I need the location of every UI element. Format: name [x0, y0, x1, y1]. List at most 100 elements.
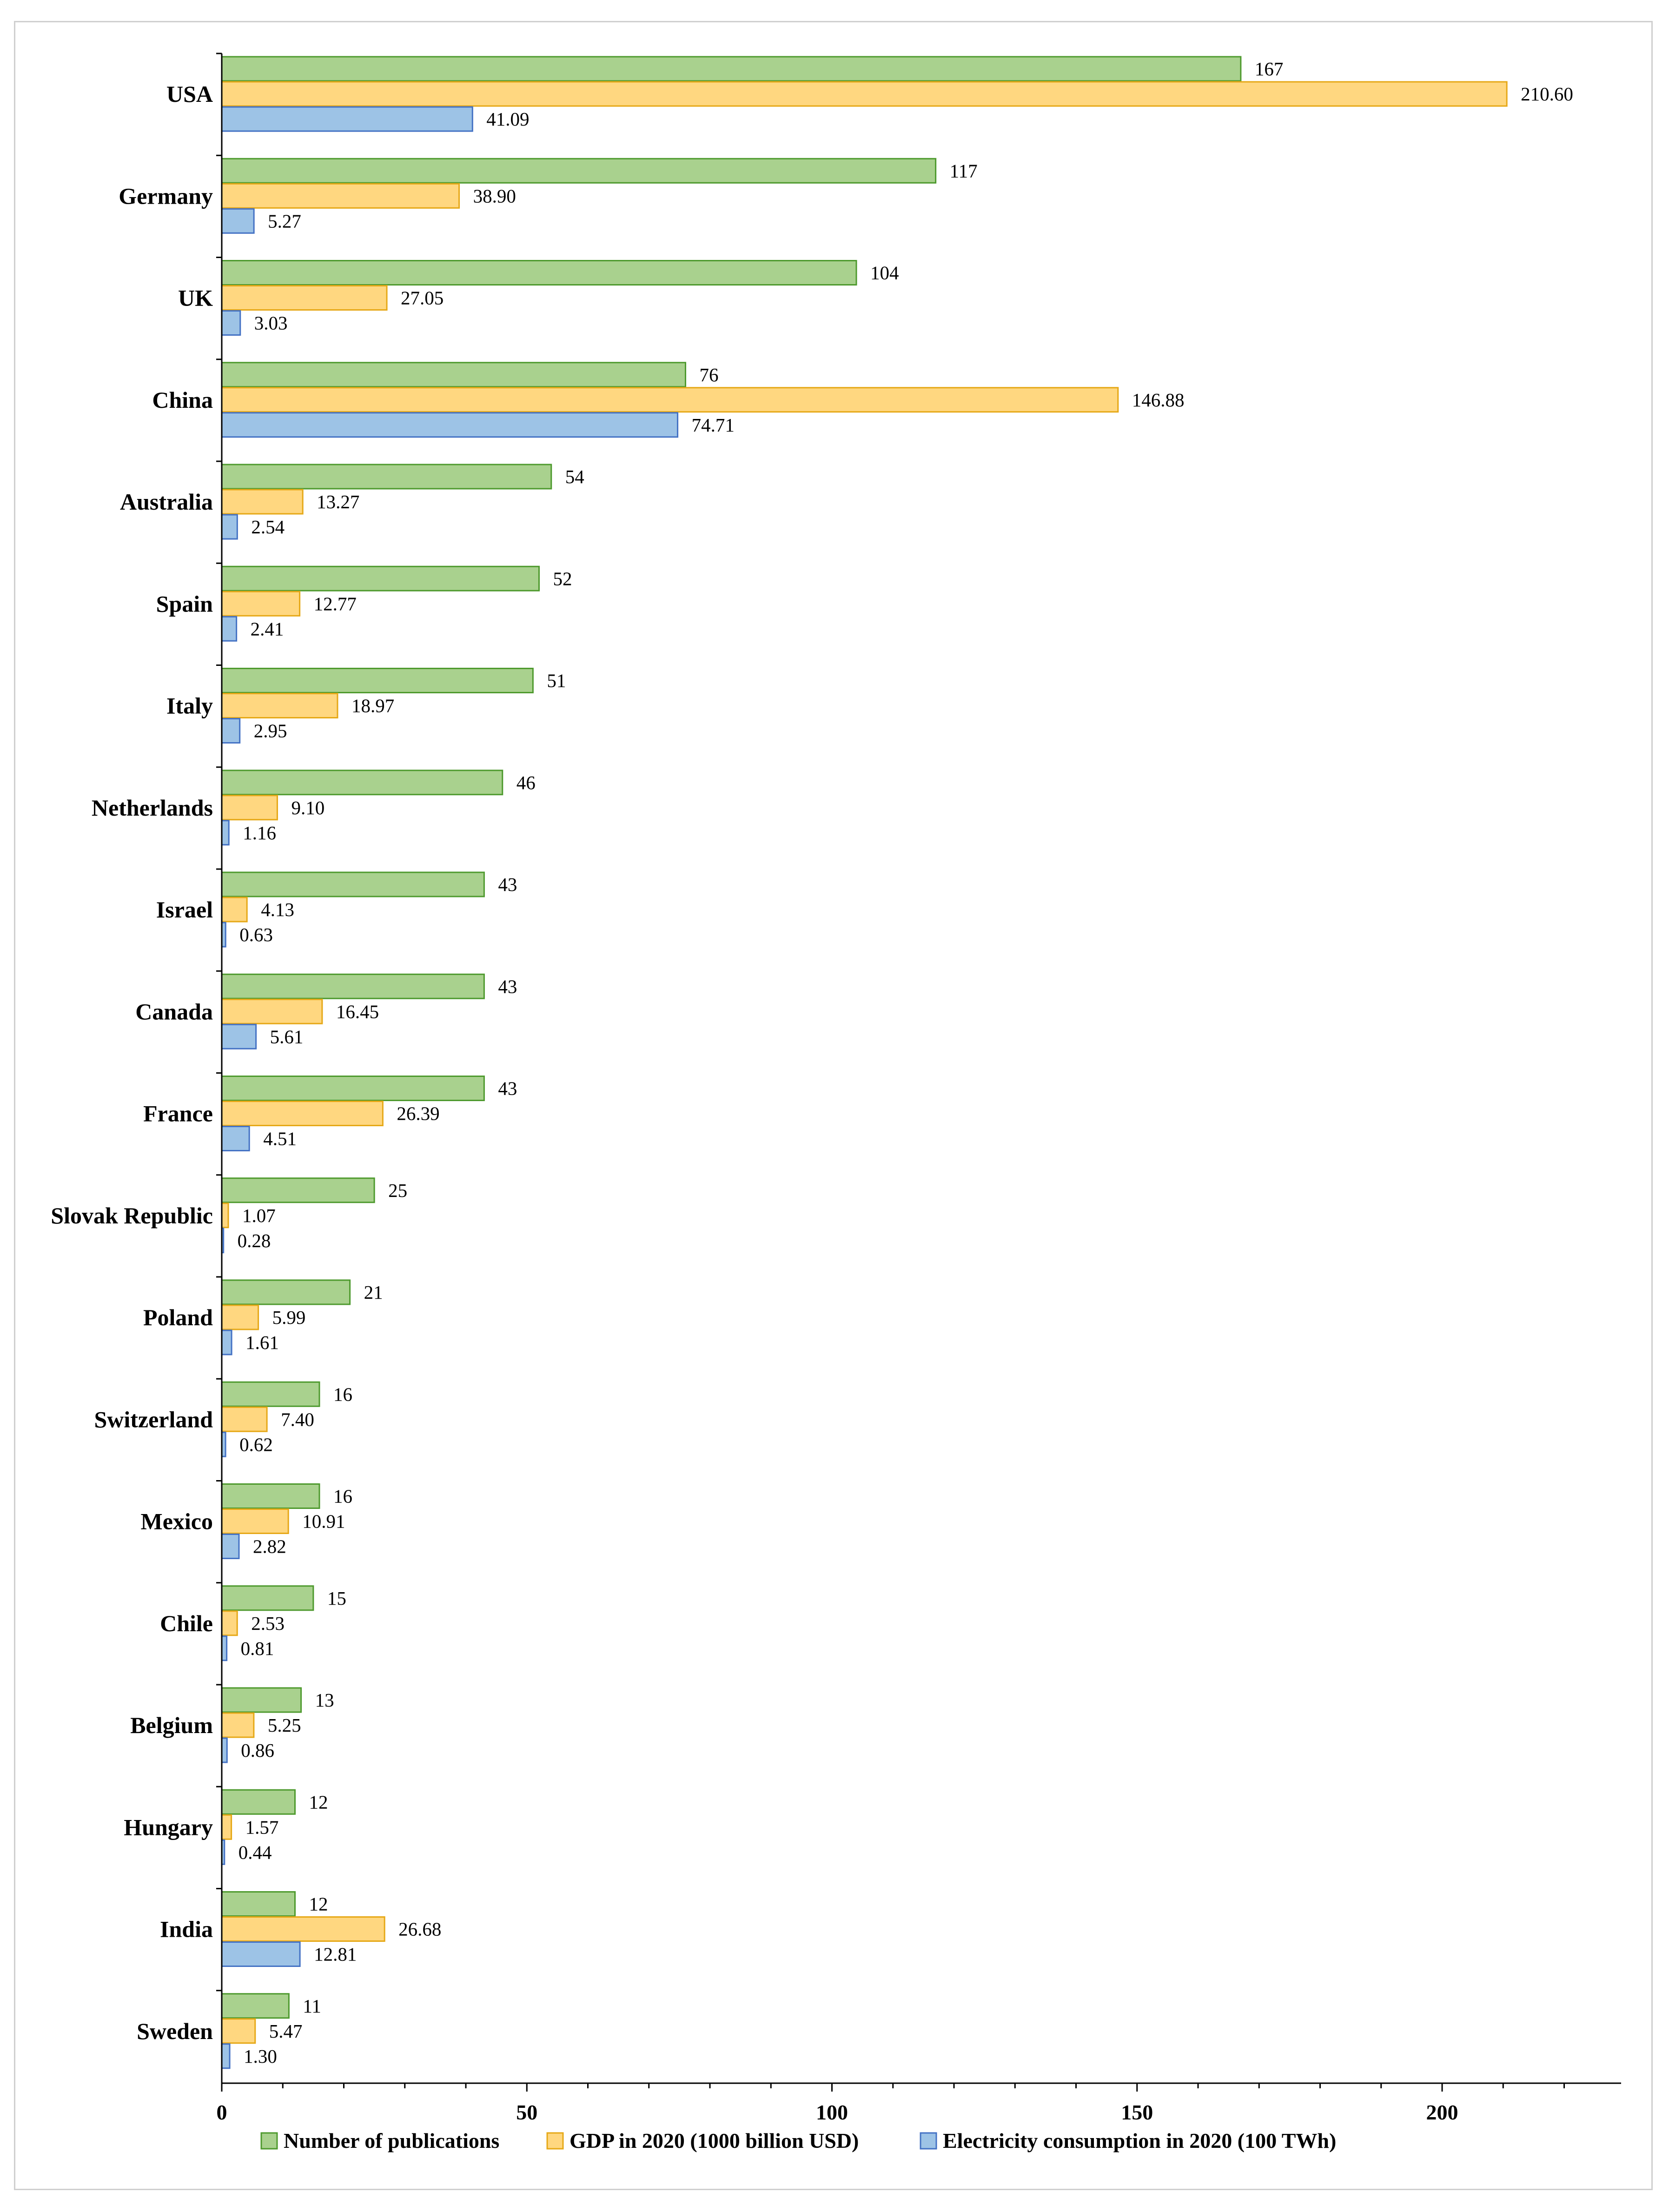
bar-switzerland-gdp-in-2020-1000-billion-usd	[221, 1406, 268, 1432]
category-label-australia: Australia	[120, 489, 213, 515]
bar-france-number-of-publications	[221, 1076, 485, 1101]
data-label-israel-gdp-in-2020-1000-billion-usd: 4.13	[261, 899, 294, 920]
bar-china-number-of-publications	[221, 362, 686, 388]
data-label-hungary-electricity-consumption-in-2020-100-twh: 0.44	[238, 1841, 272, 1863]
data-label-sweden-electricity-consumption-in-2020-100-twh: 1.30	[244, 2046, 277, 2067]
data-label-canada-gdp-in-2020-1000-billion-usd: 16.45	[336, 1001, 379, 1022]
bar-mexico-gdp-in-2020-1000-billion-usd	[221, 1508, 289, 1534]
bar-mexico-number-of-publications	[221, 1483, 320, 1509]
x-tick-label-150: 150	[1121, 2100, 1153, 2124]
data-label-italy-electricity-consumption-in-2020-100-twh: 2.95	[254, 720, 287, 742]
bar-chile-gdp-in-2020-1000-billion-usd	[221, 1610, 238, 1636]
bar-china-electricity-consumption-in-2020-100-twh	[221, 412, 679, 438]
bar-poland-gdp-in-2020-1000-billion-usd	[221, 1304, 259, 1330]
category-label-hungary: Hungary	[124, 1814, 213, 1840]
bar-canada-electricity-consumption-in-2020-100-twh	[221, 1023, 257, 1050]
data-label-israel-number-of-publications: 43	[498, 874, 517, 895]
bar-netherlands-number-of-publications	[221, 770, 503, 796]
data-label-netherlands-gdp-in-2020-1000-billion-usd: 9.10	[291, 797, 325, 818]
bar-hungary-gdp-in-2020-1000-billion-usd	[221, 1814, 232, 1840]
data-label-usa-gdp-in-2020-1000-billion-usd: 210.60	[1521, 83, 1573, 105]
data-label-canada-number-of-publications: 43	[498, 976, 517, 997]
data-label-usa-electricity-consumption-in-2020-100-twh: 41.09	[486, 108, 529, 130]
data-label-poland-electricity-consumption-in-2020-100-twh: 1.61	[245, 1332, 279, 1353]
legend-label-electricity-consumption-in-2020-100-twh: Electricity consumption in 2020 (100 TWh…	[943, 2129, 1336, 2152]
bar-uk-number-of-publications	[221, 260, 857, 286]
bar-poland-electricity-consumption-in-2020-100-twh	[221, 1329, 232, 1355]
data-label-germany-gdp-in-2020-1000-billion-usd: 38.90	[473, 185, 516, 206]
legend-label-gdp-in-2020-1000-billion-usd: GDP in 2020 (1000 billion USD)	[570, 2129, 859, 2152]
data-label-spain-electricity-consumption-in-2020-100-twh: 2.41	[251, 618, 284, 639]
data-label-spain-number-of-publications: 52	[553, 568, 572, 589]
data-label-poland-gdp-in-2020-1000-billion-usd: 5.99	[272, 1307, 306, 1328]
bar-australia-gdp-in-2020-1000-billion-usd	[221, 489, 304, 515]
bar-usa-number-of-publications	[221, 56, 1242, 82]
legend-swatch-gdp-in-2020-1000-billion-usd	[546, 2132, 564, 2150]
bar-belgium-number-of-publications	[221, 1687, 302, 1713]
data-label-belgium-number-of-publications: 13	[315, 1689, 334, 1711]
bar-france-gdp-in-2020-1000-billion-usd	[221, 1101, 384, 1126]
bar-china-gdp-in-2020-1000-billion-usd	[221, 387, 1119, 413]
data-label-switzerland-gdp-in-2020-1000-billion-usd: 7.40	[281, 1408, 314, 1430]
category-label-china: China	[152, 387, 213, 413]
category-label-poland: Poland	[143, 1304, 213, 1330]
data-label-usa-number-of-publications: 167	[1255, 58, 1284, 80]
data-label-uk-electricity-consumption-in-2020-100-twh: 3.03	[254, 312, 288, 334]
category-label-slovak-republic: Slovak Republic	[51, 1202, 213, 1229]
bar-slovak-republic-number-of-publications	[221, 1177, 375, 1203]
bar-italy-number-of-publications	[221, 668, 534, 693]
data-label-mexico-number-of-publications: 16	[333, 1486, 352, 1507]
bar-italy-electricity-consumption-in-2020-100-twh	[221, 718, 241, 744]
data-label-australia-electricity-consumption-in-2020-100-twh: 2.54	[251, 516, 285, 538]
bar-spain-gdp-in-2020-1000-billion-usd	[221, 591, 301, 617]
data-label-mexico-gdp-in-2020-1000-billion-usd: 10.91	[302, 1511, 345, 1532]
data-label-france-number-of-publications: 43	[498, 1078, 517, 1099]
category-label-canada: Canada	[135, 998, 213, 1024]
bars-layer	[221, 56, 1508, 2069]
bar-germany-electricity-consumption-in-2020-100-twh	[221, 208, 255, 234]
data-label-france-electricity-consumption-in-2020-100-twh: 4.51	[263, 1128, 297, 1149]
bar-india-number-of-publications	[221, 1891, 296, 1917]
labels-layer: 167 210.60 41.09 USA 117 38.90 5.27 Germany 104 2…	[51, 58, 1573, 2124]
x-tick-label-200: 200	[1426, 2100, 1458, 2124]
category-label-uk: UK	[178, 285, 213, 311]
bar-belgium-gdp-in-2020-1000-billion-usd	[221, 1712, 255, 1738]
data-label-chile-gdp-in-2020-1000-billion-usd: 2.53	[251, 1613, 285, 1634]
bar-usa-electricity-consumption-in-2020-100-twh	[221, 106, 473, 132]
data-label-india-gdp-in-2020-1000-billion-usd: 26.68	[398, 1919, 441, 1940]
data-label-mexico-electricity-consumption-in-2020-100-twh: 2.82	[253, 1536, 286, 1557]
bar-spain-number-of-publications	[221, 565, 540, 591]
data-label-hungary-number-of-publications: 12	[309, 1791, 328, 1813]
data-label-germany-electricity-consumption-in-2020-100-twh: 5.27	[268, 210, 301, 232]
data-label-poland-number-of-publications: 21	[364, 1282, 383, 1303]
bar-chile-electricity-consumption-in-2020-100-twh	[221, 1635, 228, 1661]
data-label-italy-number-of-publications: 51	[547, 670, 566, 691]
data-label-chile-electricity-consumption-in-2020-100-twh: 0.81	[241, 1638, 274, 1659]
data-label-switzerland-number-of-publications: 16	[333, 1383, 352, 1405]
data-label-netherlands-electricity-consumption-in-2020-100-twh: 1.16	[243, 822, 276, 844]
data-label-sweden-number-of-publications: 11	[303, 1995, 321, 2017]
category-label-belgium: Belgium	[130, 1712, 213, 1738]
bar-germany-gdp-in-2020-1000-billion-usd	[221, 183, 460, 209]
data-label-canada-electricity-consumption-in-2020-100-twh: 5.61	[270, 1026, 304, 1047]
bar-india-electricity-consumption-in-2020-100-twh	[221, 1941, 301, 1967]
bar-canada-gdp-in-2020-1000-billion-usd	[221, 998, 323, 1024]
bar-chile-number-of-publications	[221, 1585, 314, 1611]
legend-swatch-electricity-consumption-in-2020-100-twh	[920, 2132, 937, 2150]
bar-france-electricity-consumption-in-2020-100-twh	[221, 1126, 250, 1151]
bar-israel-number-of-publications	[221, 871, 485, 897]
category-label-mexico: Mexico	[141, 1508, 213, 1534]
bar-uk-electricity-consumption-in-2020-100-twh	[221, 310, 241, 336]
data-label-australia-gdp-in-2020-1000-billion-usd: 13.27	[317, 491, 359, 512]
category-label-switzerland: Switzerland	[94, 1406, 213, 1432]
legend-layer: Number of publications GDP in 2020 (1000 …	[260, 2129, 1336, 2152]
bar-netherlands-gdp-in-2020-1000-billion-usd	[221, 795, 278, 821]
data-label-australia-number-of-publications: 54	[565, 466, 584, 487]
category-label-germany: Germany	[119, 183, 213, 209]
data-label-belgium-gdp-in-2020-1000-billion-usd: 5.25	[268, 1714, 301, 1736]
x-tick-label-0: 0	[217, 2100, 227, 2124]
bar-spain-electricity-consumption-in-2020-100-twh	[221, 616, 238, 642]
data-label-india-number-of-publications: 12	[309, 1893, 328, 1915]
data-label-uk-number-of-publications: 104	[870, 262, 899, 284]
